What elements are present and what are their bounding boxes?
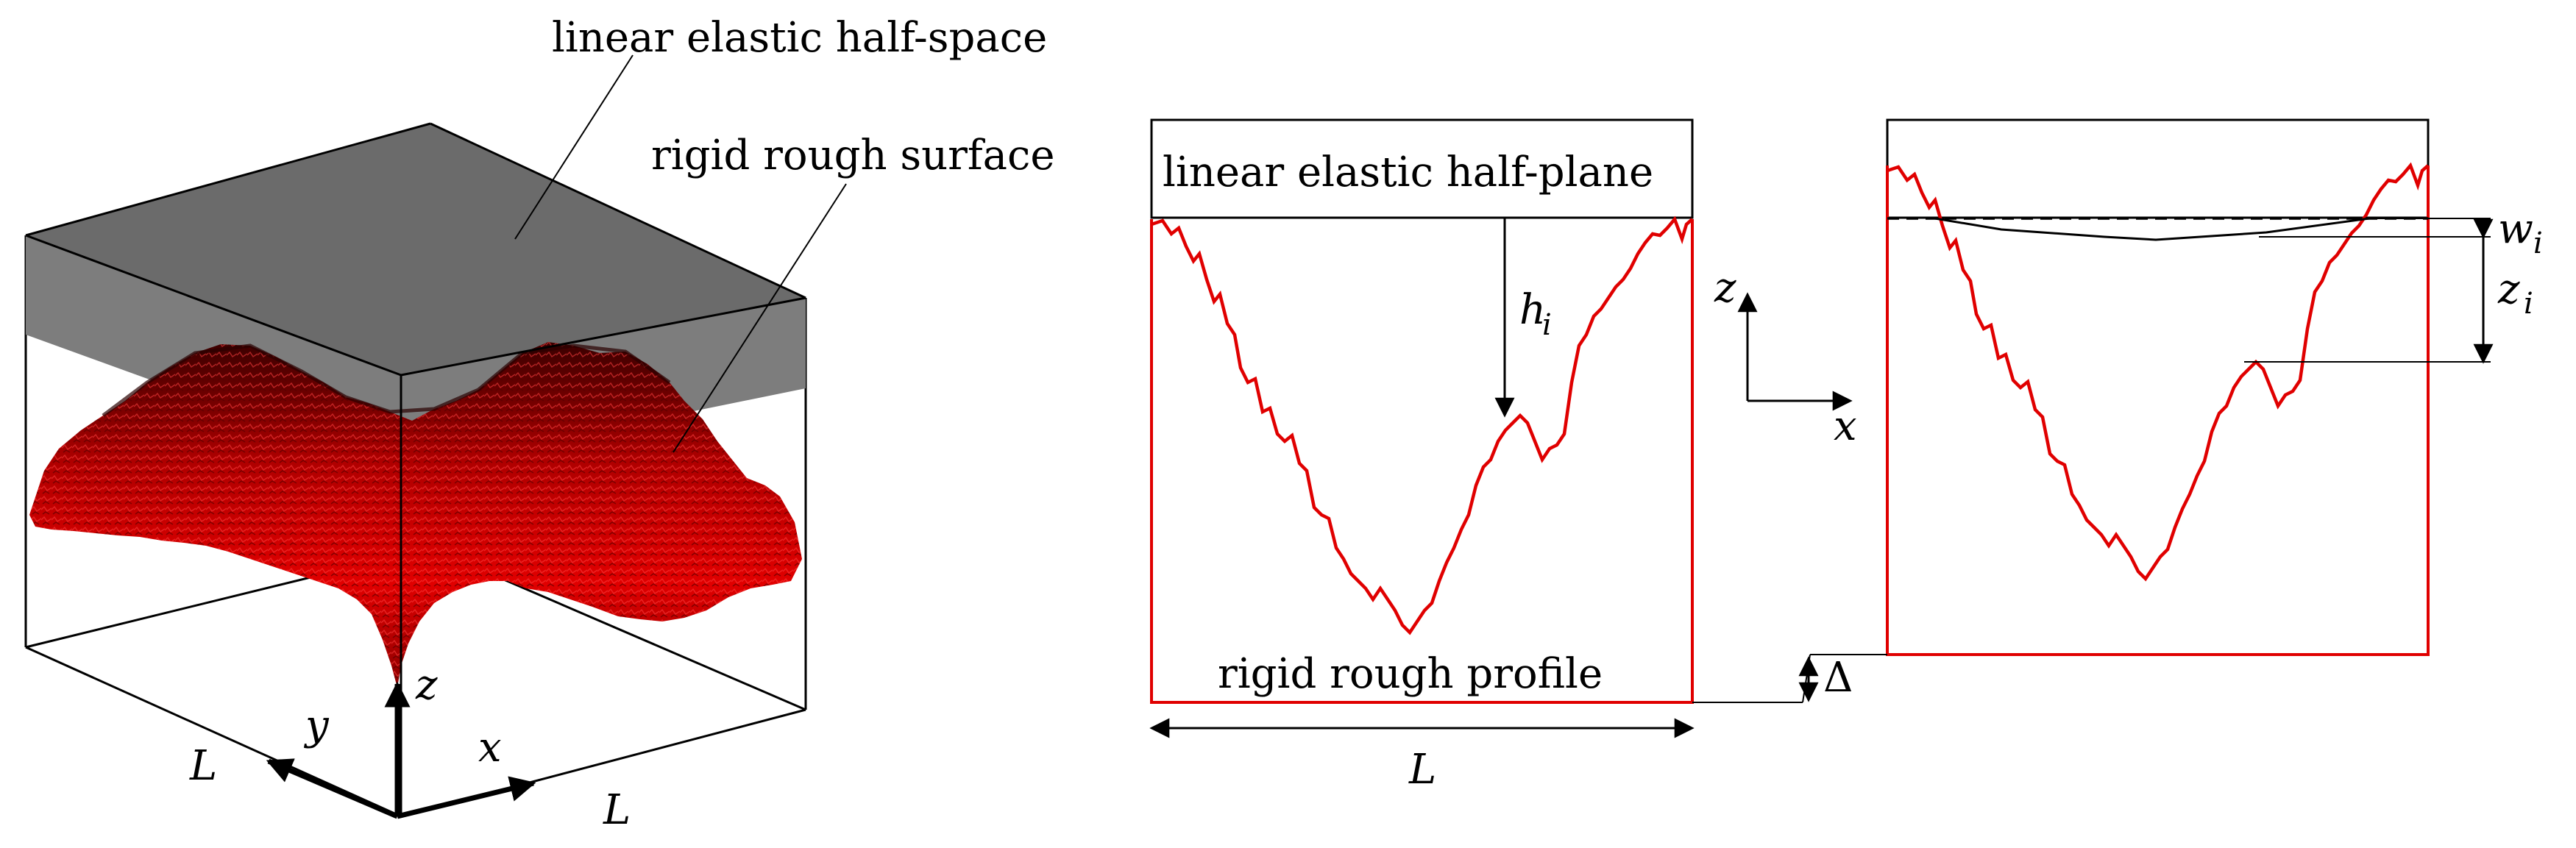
x-axis-label: x — [478, 724, 502, 772]
half-plane-box — [1150, 118, 1694, 219]
inset-z-label: z — [1714, 264, 1736, 312]
coordinate-axes-3d: z y x L L — [189, 661, 631, 834]
displacement-label: w — [2498, 205, 2533, 253]
rough-surface-ridge — [102, 343, 671, 417]
x-axis-arrow — [397, 776, 536, 819]
profile-container — [1150, 219, 1694, 704]
approach-label: Δ — [1823, 654, 1853, 702]
rough-surface-label: rigid rough surface — [651, 132, 1055, 179]
length-label-right: L — [603, 786, 631, 834]
annotations-3d: linear elastic half-space rigid rough su… — [514, 14, 1055, 453]
height-subscript: i — [2524, 287, 2533, 321]
panel-initial: linear elastic half-plane h i rigid roug… — [1149, 118, 1695, 794]
deformed-half-plane-box — [1886, 118, 2430, 219]
rigid-rough-surface — [29, 342, 802, 688]
length-label-left: L — [189, 742, 217, 790]
box-front-edges — [25, 122, 806, 816]
displacement-subscript: i — [2533, 227, 2543, 260]
y-axis-arrow — [266, 758, 399, 819]
rough-profile-deformed — [1887, 162, 2430, 582]
half-plane-label: linear elastic half-plane — [1163, 149, 1653, 196]
axes-inset: z x — [1714, 264, 1857, 450]
panel-3d: z y x L L linear elastic half-space rigi… — [24, 14, 1055, 834]
inset-x-label: x — [1834, 402, 1857, 450]
gap-subscript: i — [1542, 308, 1552, 342]
z-axis-label: z — [415, 661, 438, 709]
rough-surface-texture — [29, 342, 802, 688]
gap-label: h — [1519, 286, 1546, 334]
half-space-top-face — [26, 124, 806, 375]
deformed-profile-container — [1886, 165, 2430, 656]
panel-deformed: w i z i Δ — [1692, 118, 2543, 703]
half-space-label: linear elastic half-space — [552, 14, 1047, 62]
height-label: z — [2497, 266, 2520, 313]
rough-profile-initial — [1151, 215, 1694, 635]
y-axis-label: y — [303, 702, 330, 749]
rough-profile-label: rigid rough profile — [1218, 650, 1603, 698]
length-label: L — [1408, 746, 1436, 794]
deformed-boundary — [1934, 217, 2370, 241]
